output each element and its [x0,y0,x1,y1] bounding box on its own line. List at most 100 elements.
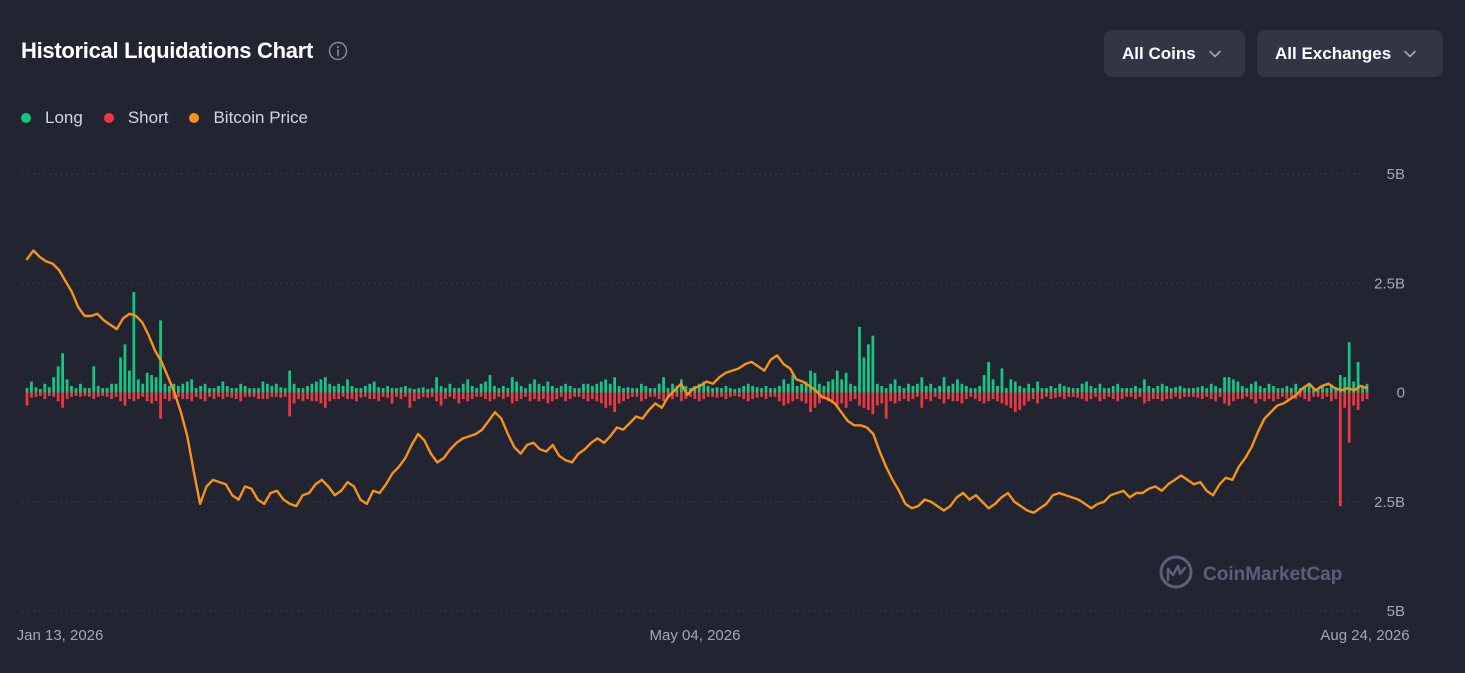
long-bar[interactable] [1232,379,1235,393]
all-exchanges-dropdown[interactable]: All Exchanges [1257,30,1443,77]
short-bar[interactable] [1165,392,1169,400]
long-bar[interactable] [929,383,933,393]
long-bar[interactable] [132,291,136,393]
long-bar[interactable] [47,387,51,393]
short-bar[interactable] [332,392,336,400]
long-bar[interactable] [1205,388,1209,393]
short-bar[interactable] [880,392,884,404]
short-bar[interactable] [791,392,795,402]
short-bar[interactable] [390,392,394,404]
long-bar[interactable] [96,385,100,393]
long-bar[interactable] [25,388,29,393]
short-bar[interactable] [141,392,145,397]
long-bar[interactable] [622,388,625,393]
short-bar[interactable] [101,392,105,396]
short-bar[interactable] [470,392,474,400]
long-bar[interactable] [368,383,372,393]
long-bar[interactable] [1094,388,1097,393]
short-bar[interactable] [902,392,906,400]
long-bar[interactable] [1281,388,1284,393]
short-bar[interactable] [1085,392,1088,402]
long-bar[interactable] [902,388,906,393]
long-bar[interactable] [542,385,545,393]
short-bar[interactable] [368,392,372,400]
long-bar[interactable] [501,385,505,393]
short-bar[interactable] [421,392,425,397]
long-bar[interactable] [662,377,665,393]
short-bar[interactable] [751,392,755,400]
short-bar[interactable] [417,392,421,400]
short-bar[interactable] [1094,392,1097,397]
long-bar[interactable] [457,388,461,393]
long-bar[interactable] [982,375,986,393]
long-bar[interactable] [626,387,630,393]
long-bar[interactable] [1263,388,1266,393]
short-bar[interactable] [87,392,91,397]
long-bar[interactable] [234,388,238,393]
short-bar[interactable] [608,392,612,406]
short-bar[interactable] [666,392,670,397]
short-bar[interactable] [924,392,928,400]
short-bar[interactable] [777,392,781,402]
all-coins-dropdown[interactable]: All Coins [1104,30,1245,77]
short-bar[interactable] [662,392,665,402]
short-bar[interactable] [239,392,243,402]
long-bar[interactable] [43,383,47,393]
short-bar[interactable] [1089,392,1093,400]
long-bar[interactable] [546,381,550,393]
long-bar[interactable] [924,385,928,393]
short-bar[interactable] [452,392,456,400]
short-bar[interactable] [831,392,835,404]
long-bar[interactable] [720,388,723,393]
long-bar[interactable] [920,377,924,393]
short-bar[interactable] [1080,392,1084,400]
short-bar[interactable] [105,392,109,397]
short-bar[interactable] [1272,392,1275,402]
info-icon[interactable] [328,41,348,61]
long-bar[interactable] [87,388,91,393]
short-bar[interactable] [1240,392,1244,400]
long-bar[interactable] [1169,388,1173,393]
short-bar[interactable] [466,392,470,402]
short-bar[interactable] [208,392,211,397]
short-bar[interactable] [297,392,300,400]
short-bar[interactable] [706,392,710,397]
short-bar[interactable] [1071,392,1075,397]
long-bar[interactable] [933,388,937,393]
long-bar[interactable] [631,388,634,393]
short-bar[interactable] [283,392,287,397]
short-bar[interactable] [355,392,358,402]
long-bar[interactable] [390,388,394,393]
short-bar[interactable] [546,392,550,404]
long-bar[interactable] [1018,385,1022,393]
long-bar[interactable] [515,381,519,393]
short-bar[interactable] [199,392,203,400]
short-bar[interactable] [559,392,563,397]
short-bar[interactable] [194,392,198,397]
long-bar[interactable] [257,388,260,393]
long-bar[interactable] [404,385,407,393]
short-bar[interactable] [599,392,603,404]
short-bar[interactable] [969,392,973,397]
short-bar[interactable] [461,392,465,400]
long-bar[interactable] [1223,377,1226,393]
long-bar[interactable] [987,361,990,393]
short-bar[interactable] [826,392,830,402]
long-bar[interactable] [880,385,884,393]
short-bar[interactable] [488,392,492,402]
long-bar[interactable] [871,335,875,393]
long-bar[interactable] [599,381,603,393]
long-bar[interactable] [1218,388,1222,393]
long-bar[interactable] [301,388,305,393]
short-bar[interactable] [399,392,403,400]
long-bar[interactable] [604,379,608,393]
legend-item-bitcoin-price[interactable]: Bitcoin Price [189,108,308,128]
long-bar[interactable] [938,385,942,393]
short-bar[interactable] [1334,392,1338,400]
short-bar[interactable] [1049,392,1053,400]
short-bar[interactable] [395,392,398,397]
long-bar[interactable] [1111,385,1115,393]
short-bar[interactable] [154,392,158,402]
long-bar[interactable] [795,385,799,393]
long-bar[interactable] [430,388,434,393]
